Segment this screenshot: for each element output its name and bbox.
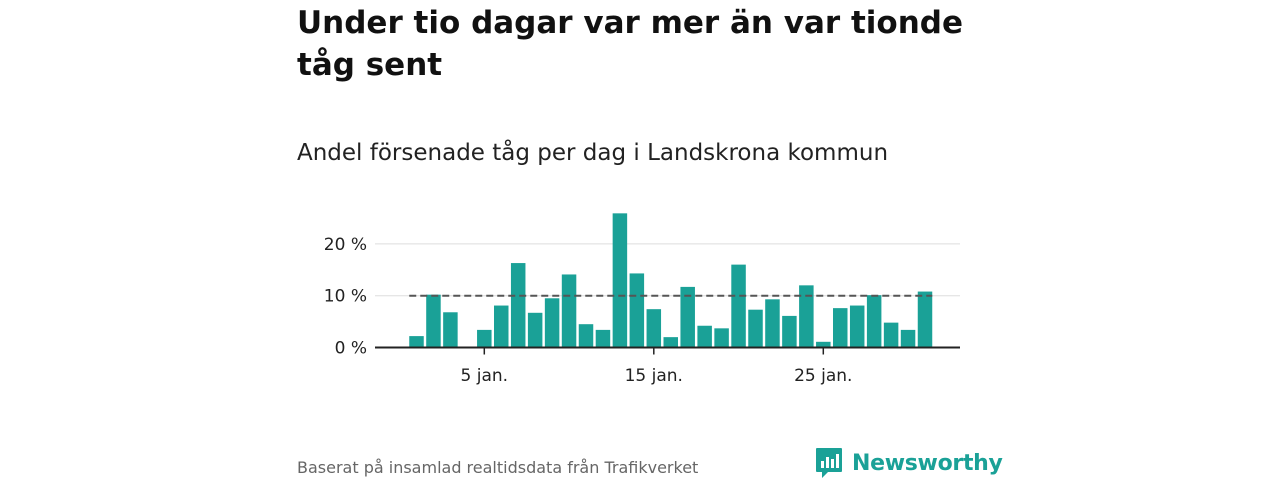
bar — [900, 329, 916, 348]
bar — [731, 264, 746, 348]
bar — [646, 309, 662, 348]
x-tick-label: 5 jan. — [461, 366, 509, 386]
x-axis: 5 jan. 15 jan. 25 jan. — [375, 346, 960, 386]
bar — [409, 336, 424, 348]
bar — [917, 291, 933, 348]
bar — [595, 329, 611, 348]
newsworthy-logo-icon — [816, 448, 842, 478]
bar — [612, 213, 628, 348]
bar — [477, 329, 492, 348]
bar — [629, 273, 645, 348]
bar — [714, 328, 729, 348]
bar — [833, 308, 848, 348]
bar — [697, 325, 712, 348]
y-axis-labels: 0 % 10 % 20 % — [324, 235, 367, 359]
bar — [799, 285, 814, 348]
bar — [663, 337, 678, 348]
bar — [816, 341, 831, 348]
x-tick-label: 25 jan. — [794, 366, 852, 386]
chart-subtitle: Andel försenade tåg per dag i Landskrona… — [297, 140, 889, 166]
bar — [849, 305, 865, 348]
y-tick-label: 10 % — [324, 287, 367, 307]
bar — [680, 286, 695, 348]
bar — [527, 312, 543, 348]
brand-name: Newsworthy — [852, 450, 1003, 476]
bar — [494, 305, 509, 348]
bar — [510, 263, 526, 348]
bar — [578, 324, 594, 348]
y-tick-label: 0 % — [335, 339, 367, 359]
bar — [883, 322, 899, 348]
source-note: Baserat på insamlad realtidsdata från Tr… — [297, 458, 699, 477]
bar — [748, 309, 763, 348]
bar — [782, 315, 797, 348]
bar — [765, 299, 780, 348]
bar — [866, 295, 882, 348]
y-tick-label: 20 % — [324, 235, 367, 255]
brand-logo: Newsworthy — [814, 446, 1003, 480]
chart-title: Under tio dagar var mer än var tionde tå… — [297, 5, 964, 83]
x-tick-label: 15 jan. — [625, 366, 683, 386]
grid-lines — [375, 243, 960, 297]
bar — [544, 298, 560, 348]
bar — [426, 294, 441, 348]
bars — [409, 213, 933, 348]
bar — [561, 274, 577, 348]
bar — [443, 312, 458, 348]
